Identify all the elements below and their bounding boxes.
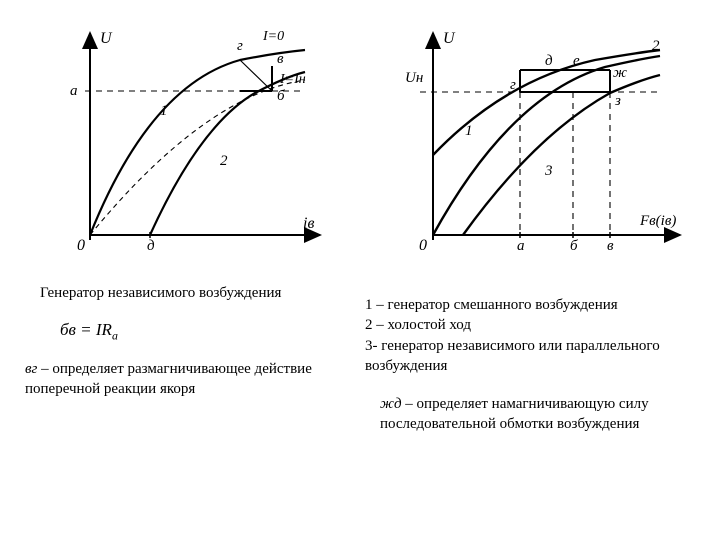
legend-line-3: 3- генератор независимого или параллельн… — [365, 336, 705, 377]
label-d: д — [545, 53, 553, 69]
label-IIn: I=Iн — [279, 72, 306, 87]
label-z: з — [614, 93, 621, 109]
label-a: а — [70, 83, 78, 99]
right-chart: 0 U Uн Fв(iв) 1 2 3 г д е ж з а б в — [395, 25, 695, 260]
formula-sub: a — [112, 328, 118, 342]
origin-label: 0 — [77, 237, 85, 254]
label-2: 2 — [652, 38, 660, 54]
label-b: б — [570, 238, 578, 254]
label-1: 1 — [465, 123, 473, 139]
origin-label: 0 — [419, 237, 427, 254]
curve-2 — [433, 56, 660, 235]
label-v: в — [607, 238, 614, 254]
label-e: е — [573, 53, 580, 69]
formula-text: бв = IR — [60, 320, 112, 339]
curve-3 — [463, 75, 660, 235]
label-g: г — [237, 38, 243, 54]
label-I0: I=0 — [262, 29, 284, 44]
label-v: в — [277, 51, 284, 67]
label-b: б — [277, 88, 285, 104]
left-caption: Генератор независимого возбуждения — [40, 285, 281, 302]
label-g: г — [510, 77, 516, 93]
y-axis-label: U — [100, 30, 113, 47]
label-3: 3 — [544, 163, 553, 179]
legend-line-2: 2 – холостой ход — [365, 315, 705, 335]
seg-gv-diag — [240, 60, 272, 91]
right-note: жд – определяет намагничивающую силу пос… — [380, 395, 710, 434]
x-axis-label: iв — [303, 215, 314, 232]
label-1: 1 — [160, 103, 168, 119]
left-chart: 0 U iв а 1 2 г в б д I=0 I=Iн — [55, 25, 335, 260]
right-note-body: – определяет намагничивающую силу послед… — [380, 396, 649, 432]
Un-label: Uн — [405, 70, 423, 86]
left-note-body: – определяет размагничивающее действие п… — [25, 361, 312, 397]
label-zh: ж — [613, 65, 627, 81]
label-d: д — [147, 238, 155, 254]
y-axis-label: U — [443, 30, 456, 47]
curve-dash-saturation — [90, 80, 305, 235]
left-formula: бв = IRa — [60, 320, 118, 343]
right-legend: 1 – генератор смешанного возбуждения 2 –… — [365, 295, 705, 376]
label-2: 2 — [220, 153, 228, 169]
legend-line-1: 1 – генератор смешанного возбуждения — [365, 295, 705, 315]
right-note-prefix: жд — [380, 396, 402, 412]
x-axis-label: Fв(iв) — [639, 213, 676, 229]
left-note: вг – определяет размагничивающее действи… — [25, 360, 355, 399]
left-note-prefix: вг — [25, 361, 37, 377]
label-a: а — [517, 238, 525, 254]
